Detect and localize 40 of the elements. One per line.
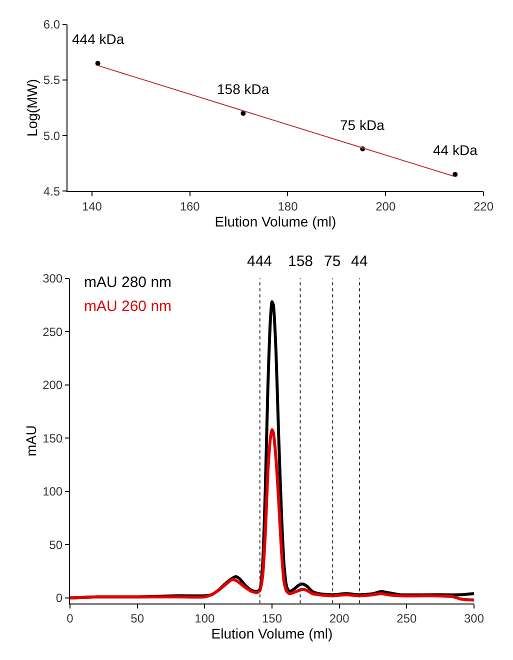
- y-axis-title: Log(MW): [24, 78, 40, 137]
- text: mAU 280 nm: [84, 274, 172, 291]
- y-tick-label: 200: [42, 378, 63, 392]
- annotation: 44 kDa: [433, 142, 478, 158]
- point: [452, 172, 458, 177]
- x-axis-title: Elution Volume (ml): [214, 214, 336, 230]
- text: mAU 260 nm: [84, 298, 172, 315]
- line-series: [70, 428, 474, 602]
- y-axis-title: mAU: [23, 425, 40, 456]
- y-tick-label: 300: [42, 272, 63, 286]
- y-tick-label: 250: [42, 324, 63, 339]
- x-tick-label: 160: [180, 200, 200, 214]
- x-tick-label: 140: [82, 200, 102, 214]
- x-tick-label: 180: [278, 200, 298, 214]
- y-tick-label: 4.5: [43, 184, 60, 198]
- y-tick-label: 5.5: [43, 73, 60, 88]
- x-tick-label: 50: [130, 612, 144, 626]
- x-tick-label: 200: [376, 200, 396, 214]
- x-tick-label: 150: [262, 612, 282, 626]
- x-tick-label: 200: [329, 612, 350, 626]
- y-tick-label: 50: [49, 538, 63, 552]
- y-tick-label: 5.0: [43, 128, 60, 143]
- y-tick-label: 6.0: [43, 18, 60, 32]
- x-tick-label: 220: [473, 200, 494, 214]
- y-tick-label: 150: [42, 431, 63, 446]
- annotation: 444 kDa: [72, 31, 124, 47]
- y-tick-label: 0: [56, 591, 63, 606]
- text: 158: [288, 253, 314, 270]
- annotation: 158 kDa: [217, 81, 270, 97]
- x-tick-label: 100: [194, 612, 215, 626]
- y-tick-label: 100: [42, 484, 63, 499]
- text: 444: [247, 253, 272, 270]
- x-tick-label: 300: [464, 612, 484, 626]
- x-tick-label: 250: [396, 612, 417, 626]
- x-axis-title: Elution Volume (ml): [211, 626, 333, 642]
- point: [95, 60, 100, 66]
- text: 75: [324, 253, 341, 270]
- annotation: 75 kDa: [340, 117, 385, 133]
- text: 44: [351, 253, 368, 270]
- x-tick-label: 0: [66, 612, 74, 626]
